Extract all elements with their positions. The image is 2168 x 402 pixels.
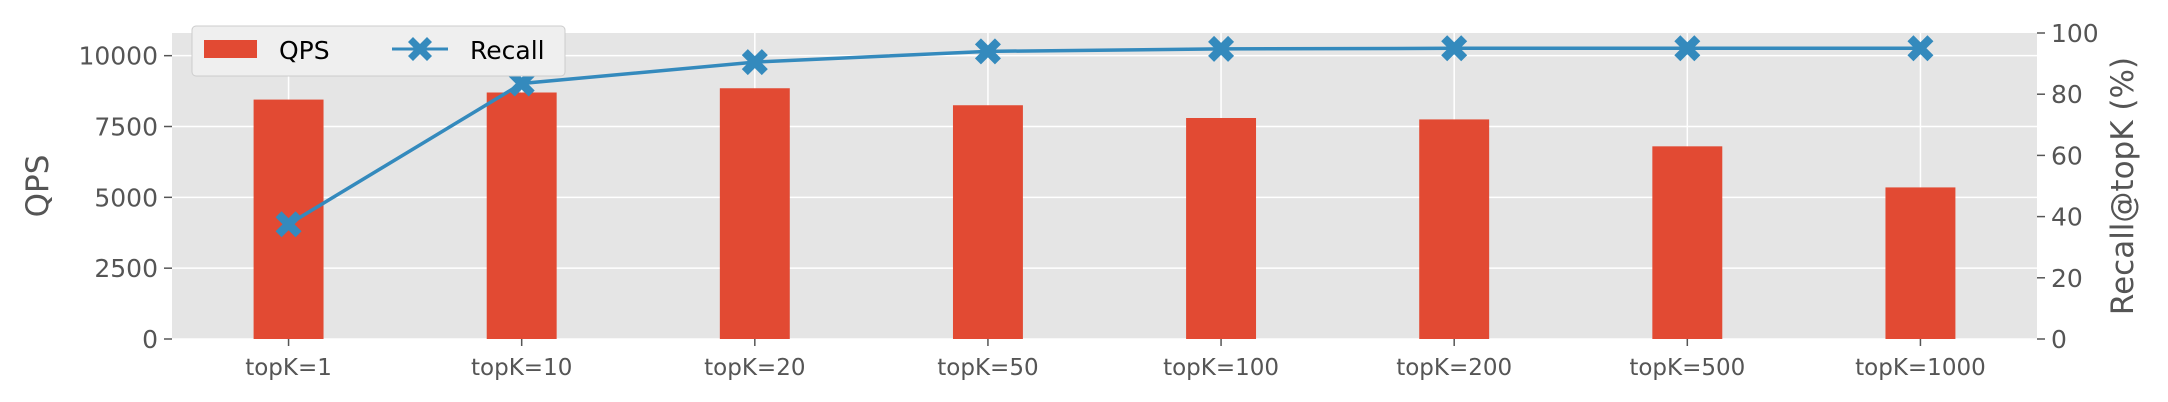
bar-layer xyxy=(253,88,1956,340)
legend-qps-label: QPS xyxy=(279,36,330,65)
recall-marker-shape xyxy=(741,49,768,76)
legend: QPS Recall xyxy=(191,25,566,77)
qps-bar xyxy=(1885,187,1956,339)
y-tick-label: 10000 xyxy=(78,42,158,71)
x-tick-label: topK=1000 xyxy=(1855,355,1986,381)
y-tick-label: 0 xyxy=(142,325,158,354)
qps-bar xyxy=(1186,118,1257,339)
recall-marker-shape xyxy=(275,211,302,238)
qps-bar xyxy=(1419,119,1490,340)
legend-qps-swatch xyxy=(204,40,257,58)
recall-marker-shape xyxy=(1208,35,1235,62)
recall-marker-shape xyxy=(1441,35,1468,62)
legend-recall-label: Recall xyxy=(470,36,545,65)
y2-tick-label: 60 xyxy=(2051,141,2083,170)
y2-tick-label: 20 xyxy=(2051,264,2083,293)
qps-bar xyxy=(719,88,790,339)
x-tick-label: topK=1 xyxy=(245,355,332,381)
x-tick-label: topK=20 xyxy=(704,355,805,381)
y2-axis-label: Recall@topK (%) xyxy=(2105,57,2141,315)
recall-marker xyxy=(741,49,768,76)
y-axis-label: QPS xyxy=(20,155,56,218)
y-tick-label: 5000 xyxy=(94,183,158,212)
y-tick-label: 2500 xyxy=(94,254,158,283)
recall-marker-shape xyxy=(508,70,535,97)
recall-marker xyxy=(1907,35,1934,62)
y2-tick-label: 40 xyxy=(2051,203,2083,232)
x-tick-label: topK=500 xyxy=(1629,355,1745,381)
recall-marker-shape xyxy=(1907,35,1934,62)
legend-box xyxy=(191,25,566,77)
recall-marker xyxy=(974,38,1001,65)
axis-layer: 0 2500 5000 7500 10000 0 20 40 60 80 100 topK=1 topK… xyxy=(78,19,2098,381)
recall-marker xyxy=(508,70,535,97)
y-tick-label: 7500 xyxy=(94,113,158,142)
legend-recall-marker xyxy=(408,37,432,61)
y2-tick-label: 80 xyxy=(2051,80,2083,109)
qps-bar xyxy=(486,92,557,339)
recall-marker-shape xyxy=(1674,35,1701,62)
plot-background xyxy=(172,33,2037,339)
y2-tick-label: 100 xyxy=(2051,19,2099,48)
qps-bar xyxy=(952,105,1023,339)
x-tick-label: topK=200 xyxy=(1396,355,1512,381)
recall-marker xyxy=(1674,35,1701,62)
x-tick-label: topK=50 xyxy=(937,355,1038,381)
recall-marker xyxy=(1208,35,1235,62)
qps-bar xyxy=(1652,146,1723,339)
recall-marker xyxy=(275,211,302,238)
recall-marker xyxy=(1441,35,1468,62)
recall-line xyxy=(287,46,1921,226)
y2-tick-label: 0 xyxy=(2051,325,2067,354)
x-tick-label: topK=10 xyxy=(471,355,572,381)
recall-marker-shape xyxy=(974,38,1001,65)
recall-line-layer xyxy=(275,35,1934,238)
x-tick-label: topK=100 xyxy=(1163,355,1279,381)
